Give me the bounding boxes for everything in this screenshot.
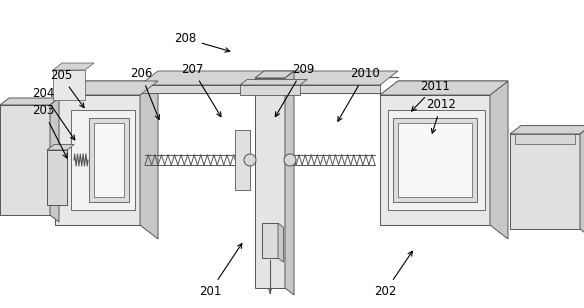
Polygon shape — [380, 81, 508, 95]
Polygon shape — [580, 126, 584, 237]
Polygon shape — [285, 71, 294, 295]
Polygon shape — [255, 71, 294, 78]
Polygon shape — [235, 130, 250, 190]
Circle shape — [284, 154, 296, 166]
Polygon shape — [490, 81, 508, 239]
Text: 205: 205 — [50, 69, 84, 107]
Polygon shape — [47, 150, 67, 205]
Text: 2011: 2011 — [412, 80, 450, 111]
Polygon shape — [398, 123, 472, 197]
Polygon shape — [71, 110, 135, 210]
Polygon shape — [55, 81, 158, 95]
Polygon shape — [94, 123, 124, 197]
Polygon shape — [255, 78, 285, 288]
Polygon shape — [47, 144, 74, 150]
Polygon shape — [262, 223, 278, 258]
Polygon shape — [510, 126, 584, 134]
Text: 207: 207 — [181, 63, 221, 117]
Polygon shape — [50, 98, 59, 222]
Polygon shape — [393, 118, 477, 202]
Polygon shape — [0, 105, 50, 215]
Polygon shape — [240, 85, 300, 95]
Text: 202: 202 — [374, 251, 412, 298]
Text: 209: 209 — [275, 63, 314, 117]
Polygon shape — [515, 134, 575, 144]
Circle shape — [244, 154, 256, 166]
Polygon shape — [278, 223, 283, 262]
Text: 204: 204 — [32, 87, 75, 140]
Polygon shape — [380, 95, 490, 225]
Text: 203: 203 — [32, 104, 67, 158]
Polygon shape — [510, 134, 580, 229]
Polygon shape — [388, 110, 485, 210]
Text: 206: 206 — [130, 67, 159, 120]
Polygon shape — [380, 81, 508, 95]
Polygon shape — [140, 81, 158, 239]
Text: 2010: 2010 — [338, 67, 380, 121]
Text: 201: 201 — [199, 244, 242, 298]
Polygon shape — [55, 95, 140, 225]
Polygon shape — [53, 63, 94, 70]
Polygon shape — [140, 71, 398, 85]
Polygon shape — [240, 79, 307, 85]
Text: 208: 208 — [175, 32, 230, 52]
Polygon shape — [0, 98, 59, 105]
Polygon shape — [140, 85, 380, 93]
Polygon shape — [65, 81, 158, 95]
Polygon shape — [53, 70, 85, 100]
Polygon shape — [89, 118, 129, 202]
Text: 2012: 2012 — [426, 98, 456, 133]
